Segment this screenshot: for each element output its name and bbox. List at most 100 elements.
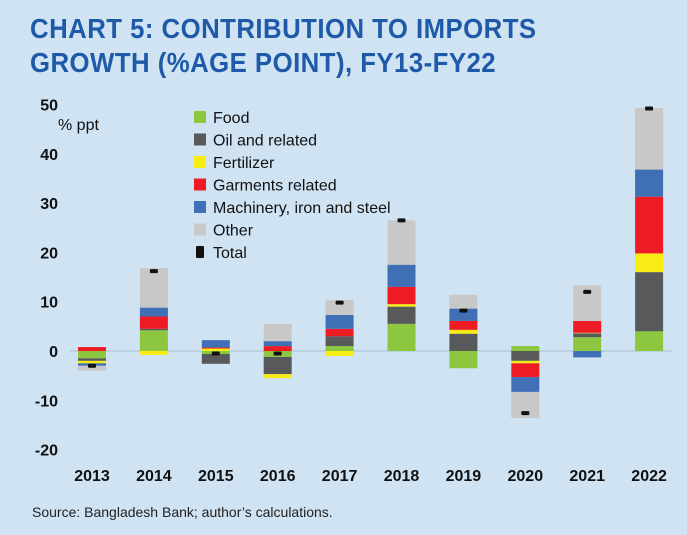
x-tick-label: 2016	[260, 468, 296, 485]
legend-swatch-other	[194, 223, 206, 236]
bar-garments-related-2019	[449, 320, 478, 330]
bar-other-2016	[263, 323, 292, 342]
bar-garments-related-2017	[325, 328, 354, 337]
total-marker-2019	[459, 308, 468, 313]
x-tick-label: 2020	[508, 468, 544, 485]
bar-garments-related-2015	[201, 347, 230, 349]
bar-machinery-iron-and-steel-2018	[387, 264, 416, 287]
bar-oil-and-related-2013	[78, 358, 106, 361]
bar-machinery-iron-and-steel-2017	[325, 315, 354, 329]
bar-machinery-iron-and-steel-2014	[139, 307, 168, 317]
bar-garments-related-2022	[635, 196, 664, 254]
x-tick-label: 2019	[446, 468, 482, 485]
x-tick-label: 2017	[322, 468, 358, 485]
total-marker-2015	[211, 351, 220, 356]
total-marker-2013	[88, 363, 96, 368]
bar-machinery-iron-and-steel-2022	[635, 169, 664, 197]
bar-food-2020	[511, 346, 540, 351]
bar-garments-related-2016	[263, 346, 292, 351]
chart-title-line-1: CHART 5: CONTRIBUTION TO IMPORTS	[30, 13, 537, 44]
x-tick-label: 2022	[631, 468, 667, 485]
bar-oil-and-related-2019	[449, 333, 478, 351]
y-tick-label: -10	[35, 393, 58, 410]
bar-other-2013	[78, 365, 106, 371]
bar-garments-related-2021	[573, 320, 602, 333]
legend-swatch-machinery-iron-and-steel	[194, 201, 206, 213]
x-tick-label: 2021	[569, 468, 605, 485]
bar-oil-and-related-2017	[325, 336, 354, 347]
bar-oil-and-related-2015	[201, 353, 230, 364]
legend-label: Garments related	[213, 178, 337, 195]
x-tick-label: 2018	[384, 468, 420, 485]
total-marker-2014	[149, 269, 158, 274]
bar-other-2014	[139, 268, 168, 308]
bar-fertilizer-2022	[635, 253, 664, 273]
y-axis-label: % ppt	[58, 117, 99, 134]
bar-oil-and-related-2018	[387, 306, 416, 324]
legend-label: Food	[213, 110, 249, 127]
bar-machinery-iron-and-steel-2016	[263, 341, 292, 347]
x-tick-label: 2015	[198, 468, 234, 485]
bar-garments-related-2018	[387, 286, 416, 305]
bar-machinery-iron-and-steel-2020	[511, 377, 540, 392]
source-note: Source: Bangladesh Bank; author’s calcul…	[32, 504, 333, 520]
bar-food-2014	[139, 330, 168, 351]
bar-garments-related-2020	[511, 363, 540, 378]
bar-fertilizer-2017	[325, 351, 354, 356]
bar-other-2022	[635, 107, 664, 170]
legend-label: Machinery, iron and steel	[213, 200, 391, 217]
y-tick-label: 40	[40, 147, 58, 164]
total-marker-2016	[273, 351, 282, 356]
x-tick-label: 2013	[74, 468, 110, 485]
total-marker-2020	[521, 411, 530, 416]
bar-fertilizer-2019	[449, 329, 478, 334]
bar-food-2021	[573, 337, 602, 351]
y-tick-label: 20	[40, 245, 58, 262]
bar-fertilizer-2020	[511, 360, 540, 364]
bar-food-2022	[635, 331, 664, 351]
bar-garments-related-2013	[78, 347, 106, 351]
y-tick-label: 50	[40, 98, 58, 115]
legend-label: Fertilizer	[213, 155, 275, 172]
bar-oil-and-related-2014	[139, 328, 168, 331]
bar-machinery-iron-and-steel-2019	[449, 308, 478, 321]
bar-garments-related-2014	[139, 316, 168, 329]
bar-fertilizer-2016	[263, 374, 292, 379]
total-marker-2021	[583, 289, 592, 294]
bar-food-2018	[387, 323, 416, 351]
legend-label: Other	[213, 223, 254, 240]
legend-swatch-fertilizer	[194, 156, 206, 168]
chart-plot: 50 40 30 20 10 0 -10 -20 % ppt 2013 2014 2015 2016 20…	[35, 98, 672, 485]
legend-swatch-food	[194, 111, 206, 123]
bar-fertilizer-2018	[387, 304, 416, 307]
total-marker-2018	[397, 218, 406, 223]
legend-label: Total	[213, 245, 247, 262]
bar-food-2013	[78, 351, 106, 359]
bar-food-2017	[325, 346, 354, 351]
bar-other-2019	[449, 294, 478, 309]
legend-swatch-total	[196, 246, 204, 258]
y-tick-label: 30	[40, 196, 58, 213]
bar-fertilizer-2021	[573, 332, 602, 334]
bar-oil-and-related-2016	[263, 356, 292, 375]
bar-oil-and-related-2022	[635, 272, 664, 332]
bar-oil-and-related-2020	[511, 351, 540, 361]
bar-oil-and-related-2021	[573, 333, 602, 338]
chart-title-line-2: GROWTH (%AGE POINT), FY13-FY22	[30, 47, 497, 78]
y-tick-label: 0	[49, 344, 58, 361]
legend-swatch-garments-related	[194, 178, 206, 191]
bar-machinery-iron-and-steel-2021	[573, 351, 602, 358]
x-tick-label: 2014	[136, 468, 172, 485]
bar-food-2019	[449, 351, 478, 369]
y-tick-label: -20	[35, 443, 58, 460]
bar-fertilizer-2014	[139, 351, 168, 355]
legend-swatch-oil-and-related	[194, 133, 206, 146]
bar-other-2017	[325, 300, 354, 316]
legend-label: Oil and related	[213, 133, 317, 150]
y-tick-label: 10	[40, 295, 58, 312]
bar-machinery-iron-and-steel-2015	[201, 340, 230, 348]
bar-fertilizer-2015	[201, 348, 230, 351]
total-marker-2017	[335, 300, 344, 305]
chart-title: CHART 5: CONTRIBUTION TO IMPORTS GROWTH …	[30, 12, 619, 80]
bar-fertilizer-2013	[78, 360, 106, 364]
